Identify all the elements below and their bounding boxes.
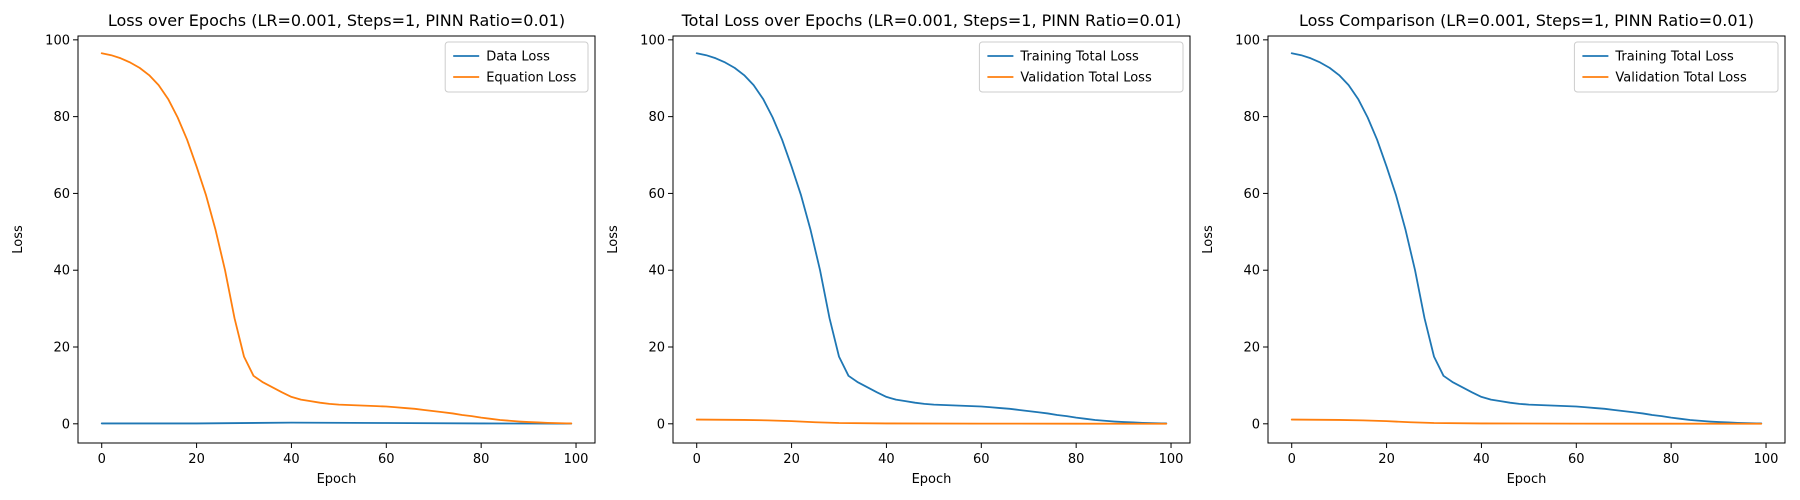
y-tick-label: 0 — [1252, 417, 1260, 432]
x-tick-label: 60 — [378, 452, 395, 467]
axes-frame — [672, 35, 1191, 444]
y-tick-label: 80 — [648, 110, 665, 125]
legend: Training Total Loss Validation Total Loss — [978, 41, 1184, 93]
legend-entry: Training Total Loss — [1614, 50, 1734, 65]
legend-frame — [978, 41, 1184, 93]
chart-title: Total Loss over Epochs (LR=0.001, Steps=… — [681, 11, 1182, 30]
x-tick-label: 0 — [1288, 452, 1296, 467]
series-line-validation-total-loss — [1290, 418, 1763, 425]
x-tick-label: 60 — [1568, 452, 1585, 467]
x-tick-label: 20 — [783, 452, 800, 467]
x-axis-label: Epoch — [317, 472, 357, 487]
x-tick-label: 20 — [188, 452, 205, 467]
y-tick-label: 0 — [62, 417, 70, 432]
y-axis-label: Loss — [606, 225, 621, 254]
x-tick-label: 0 — [693, 452, 701, 467]
x-tick-label: 0 — [98, 452, 106, 467]
y-tick-label: 0 — [657, 417, 665, 432]
chart-panel-1: 0 20 40 60 80 100 0 20 40 60 80 100 Loss over Epochs… — [11, 11, 596, 487]
legend-entry: Validation Total Loss — [1615, 71, 1747, 86]
series-line-data-loss — [100, 421, 573, 425]
y-tick-label: 60 — [53, 187, 70, 202]
x-tick-label: 40 — [1473, 452, 1490, 467]
legend-entry: Equation Loss — [486, 71, 576, 86]
legend-entry: Data Loss — [486, 50, 550, 65]
y-axis-label: Loss — [1201, 225, 1216, 254]
y-tick-label: 20 — [1243, 341, 1260, 356]
series-line-training-total-loss — [695, 52, 1168, 425]
legend: Training Total Loss Validation Total Loss — [1573, 41, 1779, 93]
x-tick-label: 60 — [973, 452, 990, 467]
chart-title: Loss over Epochs (LR=0.001, Steps=1, PIN… — [108, 11, 565, 30]
y-tick-label: 40 — [1243, 264, 1260, 279]
y-tick-label: 40 — [53, 264, 70, 279]
x-tick-label: 80 — [1068, 452, 1085, 467]
series-line-validation-total-loss — [695, 418, 1168, 425]
x-tick-label: 40 — [283, 452, 300, 467]
y-tick-label: 100 — [640, 33, 665, 48]
x-tick-label: 80 — [473, 452, 490, 467]
axes-frame — [1267, 35, 1786, 444]
y-tick-label: 60 — [648, 187, 665, 202]
x-tick-label: 100 — [1754, 452, 1779, 467]
legend-entry: Validation Total Loss — [1020, 71, 1152, 86]
y-tick-label: 80 — [53, 110, 70, 125]
chart-title: Loss Comparison (LR=0.001, Steps=1, PINN… — [1299, 11, 1754, 30]
series-line-equation-loss — [100, 52, 573, 425]
y-tick-label: 20 — [648, 341, 665, 356]
chart-panel-3: 0 20 40 60 80 100 0 20 40 60 80 100 Loss Comparison … — [1201, 11, 1786, 487]
x-tick-label: 100 — [564, 452, 589, 467]
y-tick-label: 100 — [45, 33, 70, 48]
x-axis-label: Epoch — [1507, 472, 1547, 487]
y-tick-label: 60 — [1243, 187, 1260, 202]
axes-frame — [77, 35, 596, 444]
y-axis-label: Loss — [11, 225, 26, 254]
y-tick-label: 100 — [1235, 33, 1260, 48]
series-line-training-total-loss — [1290, 52, 1763, 425]
x-tick-label: 40 — [878, 452, 895, 467]
x-tick-label: 20 — [1378, 452, 1395, 467]
legend-entry: Training Total Loss — [1019, 50, 1139, 65]
legend-frame — [444, 41, 589, 93]
y-tick-label: 80 — [1243, 110, 1260, 125]
x-tick-label: 80 — [1663, 452, 1680, 467]
x-tick-label: 100 — [1159, 452, 1184, 467]
legend-frame — [1573, 41, 1779, 93]
chart-panel-2: 0 20 40 60 80 100 0 20 40 60 80 100 Total Loss over … — [606, 11, 1191, 487]
y-tick-label: 20 — [53, 341, 70, 356]
x-axis-label: Epoch — [912, 472, 952, 487]
legend: Data Loss Equation Loss — [444, 41, 589, 93]
y-tick-label: 40 — [648, 264, 665, 279]
